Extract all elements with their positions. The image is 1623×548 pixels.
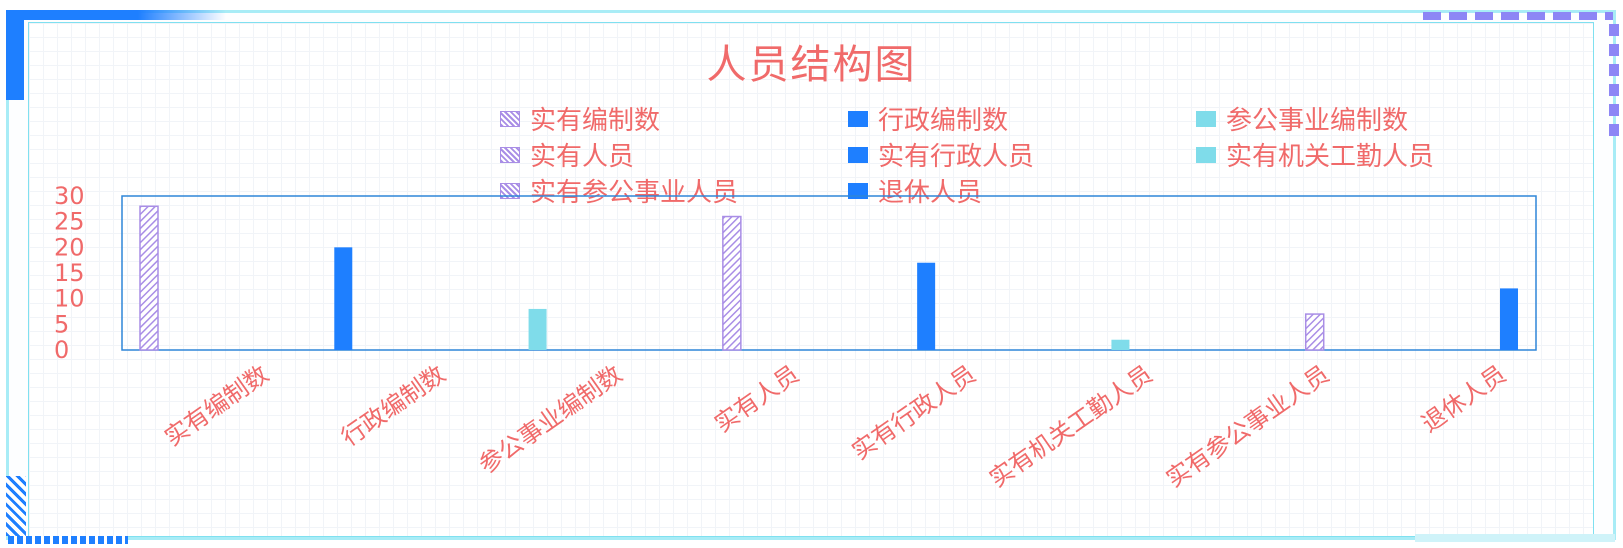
legend-item[interactable]: 实有机关工勤人员 — [1196, 136, 1434, 173]
legend-label: 实有参公事业人员 — [530, 178, 739, 208]
legend-item[interactable]: 实有参公事业人员 — [500, 172, 738, 209]
y-tick-label: 10 — [54, 285, 85, 313]
legend-item[interactable]: 实有行政人员 — [848, 136, 1034, 173]
legend-item[interactable]: 实有人员 — [500, 136, 634, 173]
bar-6[interactable] — [1111, 339, 1130, 350]
x-category-label: 实有编制数 — [159, 360, 273, 452]
bar-1[interactable] — [139, 205, 159, 351]
legend-swatch-hatch — [500, 182, 520, 199]
bar-3[interactable] — [528, 308, 547, 350]
x-category-label: 实有机关工勤人员 — [984, 360, 1157, 493]
corner-decoration-bottom-left — [6, 476, 26, 536]
legend-swatch-blue — [848, 146, 868, 163]
y-tick-label: 0 — [54, 336, 69, 364]
legend-item[interactable]: 行政编制数 — [848, 100, 1008, 137]
legend-swatch-blue — [848, 110, 868, 127]
legend-swatch-blue — [848, 182, 868, 199]
x-category-label: 实有行政人员 — [847, 360, 981, 466]
legend-label: 参公事业编制数 — [1226, 106, 1409, 136]
bar-2[interactable] — [334, 247, 353, 350]
y-tick-label: 5 — [54, 310, 69, 338]
corner-decoration-bottom-left-bar — [8, 536, 128, 544]
legend-label: 行政编制数 — [878, 106, 1009, 136]
chart-panel — [28, 22, 1594, 537]
legend-swatch-cyan — [1196, 110, 1216, 127]
legend-swatch-hatch — [500, 110, 520, 127]
legend-swatch-hatch — [500, 146, 520, 163]
legend-swatch-cyan — [1196, 146, 1216, 163]
corner-decoration-top-left-bar — [6, 10, 226, 20]
corner-decoration-right-edge — [1609, 24, 1619, 144]
y-tick-label: 30 — [54, 182, 85, 210]
y-tick-label: 20 — [54, 233, 85, 261]
legend-label: 实有人员 — [530, 142, 635, 172]
y-tick-label: 15 — [54, 259, 85, 287]
plot-area-border — [121, 195, 1537, 351]
legend-item[interactable]: 参公事业编制数 — [1196, 100, 1408, 137]
bar-5[interactable] — [917, 262, 936, 350]
x-category-label: 实有人员 — [709, 360, 804, 438]
x-category-label: 退休人员 — [1416, 360, 1511, 438]
x-category-label: 实有参公事业人员 — [1161, 360, 1334, 493]
chart-title: 人员结构图 — [706, 42, 917, 88]
legend-label: 实有编制数 — [530, 106, 661, 136]
legend-label: 实有机关工勤人员 — [1226, 142, 1435, 172]
x-category-label: 行政编制数 — [336, 360, 450, 452]
corner-decoration-bottom-right — [1415, 534, 1615, 542]
bar-4[interactable] — [722, 215, 742, 351]
corner-decoration-top-left — [6, 10, 24, 100]
legend-label: 退休人员 — [878, 178, 983, 208]
legend-label: 实有行政人员 — [878, 142, 1035, 172]
bar-8[interactable] — [1500, 288, 1518, 350]
legend-item[interactable]: 实有编制数 — [500, 100, 660, 137]
y-tick-label: 25 — [54, 208, 85, 236]
legend-item[interactable]: 退休人员 — [848, 172, 982, 209]
bar-7[interactable] — [1304, 313, 1325, 351]
x-category-label: 参公事业编制数 — [474, 360, 628, 479]
corner-decoration-top-right — [1423, 12, 1613, 20]
